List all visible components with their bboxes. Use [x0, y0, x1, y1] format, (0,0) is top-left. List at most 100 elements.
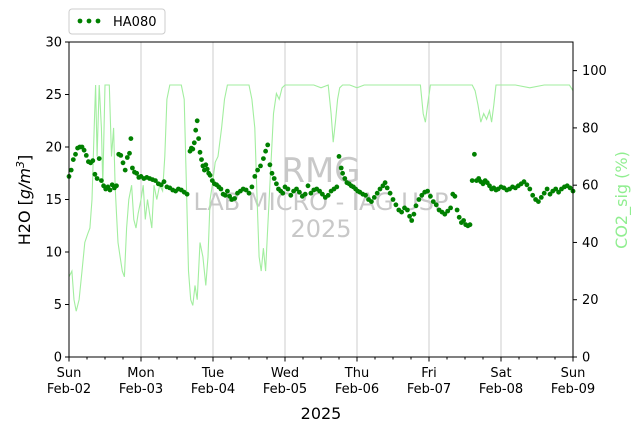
data-point — [340, 170, 345, 176]
y-left-tick-label: 10 — [45, 246, 62, 261]
data-point — [524, 182, 530, 188]
data-point — [263, 148, 268, 154]
h2o-series — [66, 118, 576, 229]
data-point — [325, 192, 331, 198]
data-point — [261, 156, 266, 162]
data-point — [407, 213, 412, 219]
legend-label-ha080: HA080 — [113, 15, 156, 30]
data-point — [269, 170, 275, 176]
legend-box — [68, 8, 166, 35]
x-tick-label-day: Mon — [127, 366, 154, 381]
y-left-tick-label: 25 — [45, 88, 62, 103]
data-point — [419, 192, 425, 198]
x-tick-label-day: Wed — [271, 366, 299, 381]
data-point — [338, 165, 344, 171]
data-point — [369, 199, 374, 205]
data-point — [114, 183, 119, 189]
data-point — [255, 167, 260, 173]
data-point — [305, 183, 311, 189]
data-point — [553, 186, 559, 192]
data-point — [83, 153, 89, 158]
data-point — [122, 167, 128, 173]
data-point — [456, 214, 462, 220]
data-point — [280, 190, 286, 196]
data-point — [288, 192, 294, 198]
x-tick-label-date: Feb-02 — [47, 382, 91, 397]
data-point — [73, 151, 78, 157]
data-point — [521, 179, 527, 185]
data-point — [342, 176, 348, 181]
data-point — [92, 171, 98, 177]
data-point — [94, 176, 100, 181]
data-point — [536, 199, 541, 205]
co2-line — [68, 84, 574, 312]
x-tick-label-day: Fri — [421, 366, 437, 381]
data-point — [544, 186, 550, 192]
data-point — [433, 202, 439, 208]
x-tick-label-day: Sat — [490, 366, 511, 381]
data-point — [190, 146, 196, 152]
y-right-tick-label: 20 — [582, 293, 599, 308]
data-point — [317, 188, 322, 194]
data-point — [469, 178, 475, 184]
data-point — [203, 162, 209, 168]
x-tick-label-day: Thu — [344, 366, 369, 381]
left-axis: 0 5 10 15 20 25 30 — [45, 36, 69, 366]
data-point — [334, 184, 340, 190]
data-point — [302, 191, 308, 197]
y-left-title-unit: g/m — [15, 168, 34, 199]
data-point — [127, 150, 132, 156]
data-point — [428, 193, 433, 199]
data-point — [68, 167, 74, 173]
y-right-tick-label: 80 — [582, 121, 599, 136]
y-left-title-sup: 3 — [14, 161, 27, 168]
data-point — [530, 192, 536, 198]
y-right-tick-label: 40 — [582, 236, 599, 251]
x-tick-label-date: Feb-03 — [119, 382, 163, 397]
right-axis: 0 20 40 60 80 100 — [573, 64, 607, 366]
data-point — [382, 180, 388, 186]
data-point — [452, 193, 458, 199]
data-point — [445, 208, 451, 214]
data-point — [249, 184, 255, 190]
y-left-tick-label: 5 — [54, 298, 62, 313]
data-point — [70, 157, 76, 163]
data-point — [194, 118, 200, 124]
data-point — [384, 185, 390, 191]
data-point — [124, 155, 130, 160]
data-point — [265, 142, 271, 148]
watermark-line-3: 2025 — [290, 215, 351, 243]
x-tick-label-date: Feb-08 — [479, 382, 523, 397]
data-point — [81, 147, 87, 153]
data-point — [207, 172, 213, 178]
co2-series — [68, 84, 574, 312]
data-point — [390, 197, 396, 202]
data-point — [134, 170, 140, 176]
legend-marker-dot — [95, 18, 101, 24]
data-point — [467, 222, 473, 228]
data-point — [527, 186, 533, 192]
data-point — [232, 196, 238, 201]
data-point — [246, 190, 252, 196]
data-point — [416, 197, 422, 202]
legend-marker-dot — [77, 18, 83, 24]
data-point — [541, 190, 547, 196]
y-axis-left-title: H2O [g/m3] — [14, 155, 34, 246]
data-point — [120, 160, 126, 166]
y-left-title-suffix: ] — [15, 155, 34, 161]
data-point — [128, 136, 134, 142]
data-point — [430, 199, 436, 205]
data-point — [285, 186, 291, 192]
data-point — [204, 166, 210, 172]
data-point — [405, 207, 410, 213]
data-point — [294, 186, 299, 192]
y-left-title-prefix: H2O [ — [15, 199, 34, 245]
data-point — [274, 181, 279, 187]
data-point — [393, 202, 399, 208]
data-point — [199, 157, 204, 163]
data-point — [191, 140, 197, 146]
y-left-tick-label: 0 — [54, 351, 62, 366]
data-point — [90, 158, 96, 164]
data-point — [399, 209, 404, 215]
data-point — [267, 162, 273, 168]
